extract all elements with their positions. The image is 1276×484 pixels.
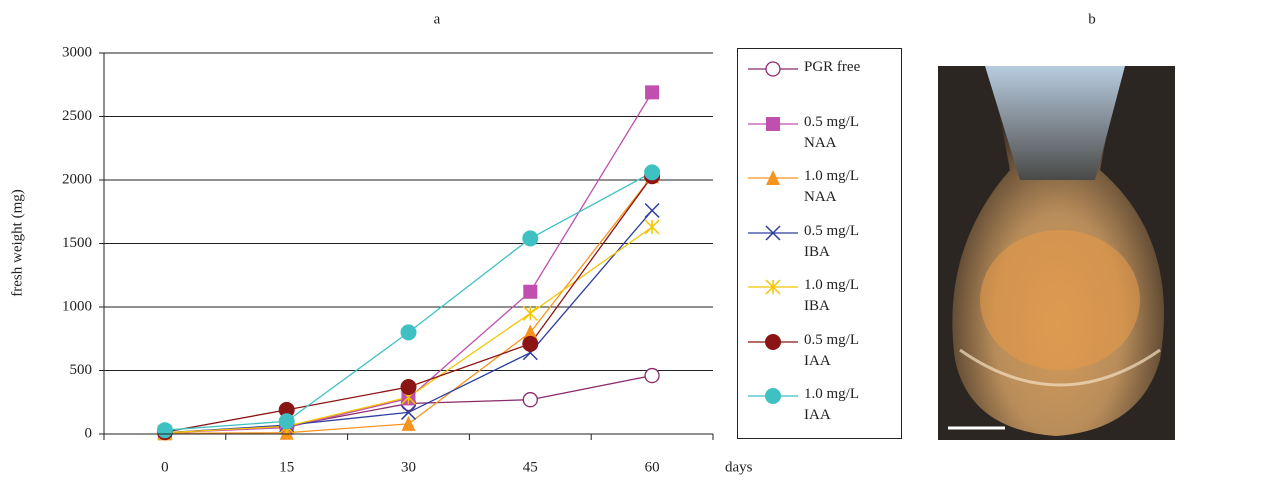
legend-item: 1.0 mg/L NAA <box>746 166 901 216</box>
legend-label: 1.0 mg/L IBA <box>804 277 859 314</box>
legend-item: 0.5 mg/L NAA <box>746 112 901 162</box>
marker <box>644 367 660 384</box>
x-tick-label: 15 <box>279 459 294 475</box>
x-tick-label: 30 <box>401 459 416 475</box>
marker-shape <box>644 367 660 384</box>
legend-swatch <box>748 388 798 404</box>
marker <box>765 61 781 77</box>
x-tick-label: 60 <box>645 459 660 475</box>
y-tick-label: 500 <box>70 362 93 378</box>
marker-shape <box>765 224 781 241</box>
legend-label: 1.0 mg/L IAA <box>804 386 859 423</box>
marker-shape <box>766 116 780 131</box>
marker-shape <box>522 230 539 247</box>
marker-shape <box>522 305 538 321</box>
marker-shape <box>765 388 781 404</box>
marker-shape <box>400 324 417 341</box>
marker-shape <box>765 333 781 350</box>
marker <box>401 415 416 431</box>
legend-swatch <box>748 333 798 350</box>
legend-swatch <box>748 170 798 185</box>
legend-item: 1.0 mg/L IBA <box>746 275 901 325</box>
x-tick-label: 45 <box>523 459 538 475</box>
marker-shape <box>156 422 173 439</box>
marker <box>765 224 781 241</box>
marker <box>278 401 295 418</box>
marker-shape <box>401 415 416 431</box>
marker <box>765 388 781 404</box>
marker-shape <box>400 404 417 420</box>
marker <box>522 305 538 321</box>
x-tick-label: 0 <box>161 459 169 475</box>
marker <box>765 279 781 295</box>
legend-swatch <box>748 61 798 77</box>
marker <box>766 170 780 185</box>
legend-item: 0.5 mg/L IBA <box>746 221 901 271</box>
marker <box>522 392 538 408</box>
marker <box>522 230 539 247</box>
marker-shape <box>765 279 781 295</box>
marker-shape <box>645 85 660 100</box>
legend-label: 0.5 mg/L IAA <box>804 331 859 369</box>
marker <box>400 324 417 341</box>
marker-shape <box>522 335 539 352</box>
x-axis-label: days <box>725 459 753 475</box>
marker-shape <box>644 219 660 235</box>
marker <box>156 422 173 439</box>
y-tick-label: 2500 <box>62 108 92 124</box>
photo <box>938 66 1175 440</box>
legend-label: 0.5 mg/L IBA <box>804 222 859 260</box>
y-axis-label: fresh weight (mg) <box>9 189 25 296</box>
marker <box>645 85 660 100</box>
marker-shape <box>644 202 660 219</box>
legend-item: 0.5 mg/L IAA <box>746 330 901 380</box>
legend-label: 0.5 mg/L NAA <box>804 113 859 151</box>
marker-shape <box>766 170 780 185</box>
marker <box>766 116 780 131</box>
marker <box>523 284 538 299</box>
y-tick-label: 3000 <box>62 44 92 60</box>
marker <box>644 202 660 219</box>
legend-swatch <box>748 116 798 131</box>
marker-shape <box>523 284 538 299</box>
y-tick-label: 1000 <box>62 298 92 314</box>
marker <box>765 333 781 350</box>
marker <box>278 413 295 430</box>
marker-shape <box>522 392 538 408</box>
marker <box>522 335 539 352</box>
marker <box>644 219 660 235</box>
legend-swatch <box>748 224 798 241</box>
legend: PGR free 0.5 mg/L NAA 1.0 mg/L NAA 0.5 mg/L… <box>737 48 902 439</box>
panel-label: a <box>434 11 441 27</box>
marker <box>400 379 417 396</box>
legend-swatch <box>748 279 798 295</box>
y-tick-label: 0 <box>85 425 93 441</box>
marker-shape <box>644 164 661 181</box>
legend-label: PGR free <box>804 59 861 75</box>
legend-label: 1.0 mg/L NAA <box>804 168 859 205</box>
marker <box>400 404 417 420</box>
marker-shape <box>278 401 295 418</box>
marker <box>644 164 661 181</box>
marker <box>523 324 538 340</box>
y-tick-label: 1500 <box>62 235 92 251</box>
marker-shape <box>278 413 295 430</box>
legend-item: 1.0 mg/L IAA <box>746 384 901 434</box>
panel-label: b <box>1088 11 1096 27</box>
marker-shape <box>765 61 781 77</box>
y-tick-label: 2000 <box>62 171 92 187</box>
legend-item: PGR free <box>746 57 901 107</box>
marker-shape <box>400 379 417 396</box>
marker-shape <box>523 324 538 340</box>
